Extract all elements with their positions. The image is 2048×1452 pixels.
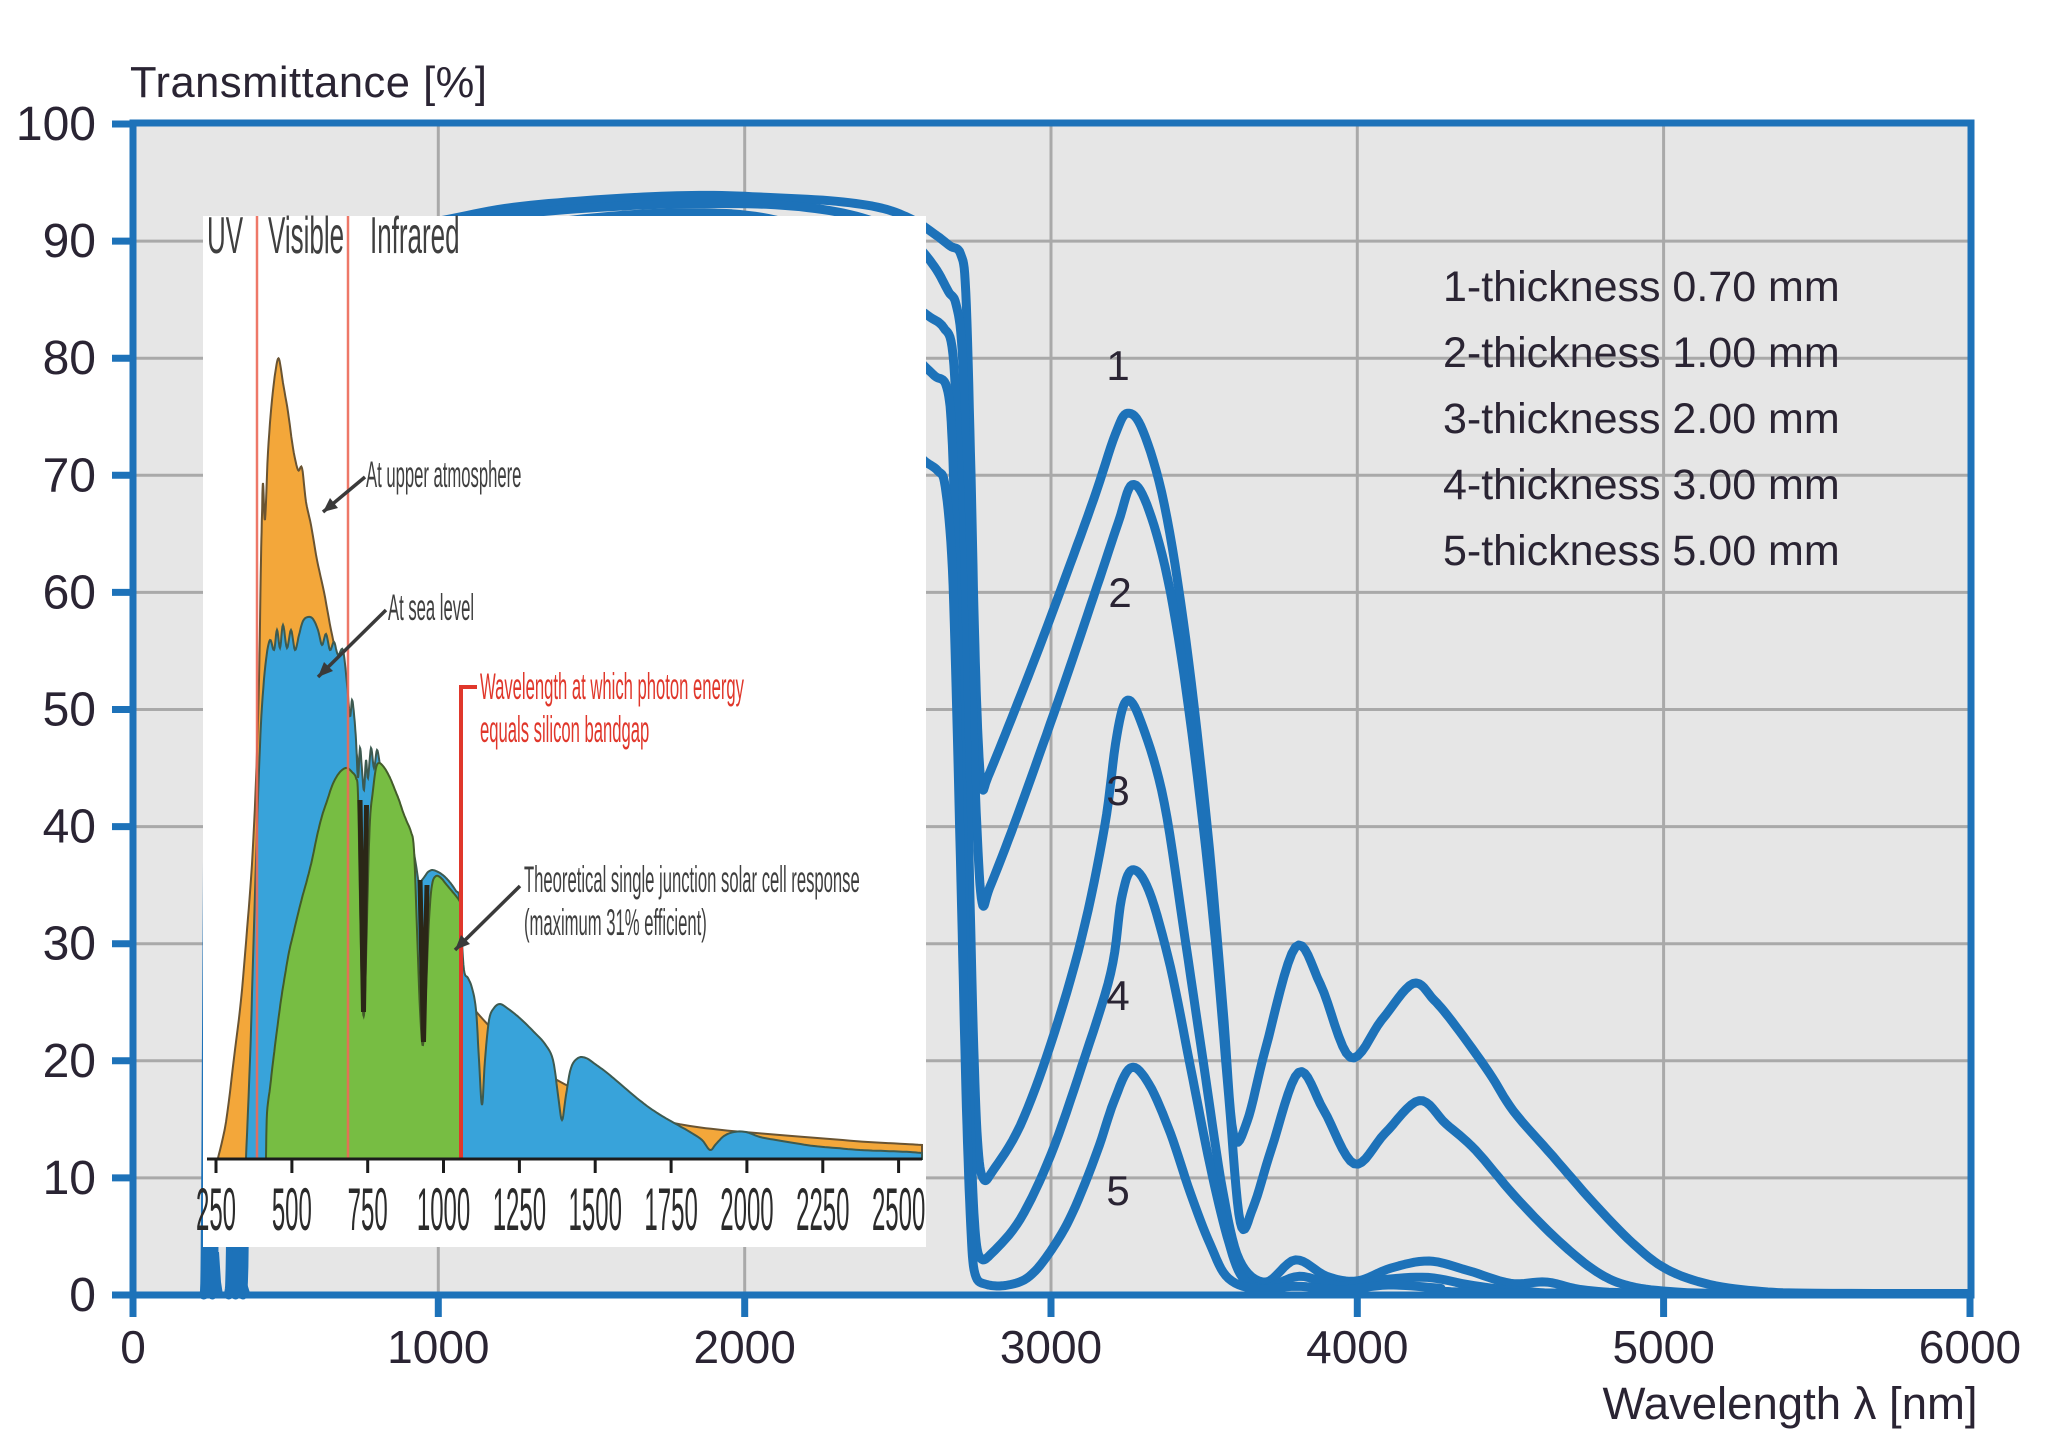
svg-text:5000: 5000 <box>1612 1321 1714 1373</box>
svg-text:2: 2 <box>1108 569 1131 616</box>
svg-text:60: 60 <box>43 566 96 619</box>
svg-text:1250: 1250 <box>493 1176 546 1243</box>
svg-text:At upper atmosphere: At upper atmosphere <box>366 455 521 496</box>
svg-text:3: 3 <box>1106 767 1129 814</box>
svg-text:1750: 1750 <box>644 1176 697 1243</box>
svg-text:500: 500 <box>272 1176 312 1243</box>
svg-text:80: 80 <box>43 332 96 385</box>
svg-text:1000: 1000 <box>387 1321 489 1373</box>
svg-text:1500: 1500 <box>569 1176 622 1243</box>
svg-text:3-thickness 2.00 mm: 3-thickness 2.00 mm <box>1443 395 1840 443</box>
svg-text:30: 30 <box>43 918 96 971</box>
svg-text:2000: 2000 <box>693 1321 795 1373</box>
svg-text:750: 750 <box>348 1176 388 1243</box>
svg-text:equals silicon bandgap: equals silicon bandgap <box>480 710 649 751</box>
svg-text:5: 5 <box>1106 1167 1129 1214</box>
svg-text:90: 90 <box>43 215 96 268</box>
svg-text:250: 250 <box>196 1176 236 1243</box>
svg-text:Visible: Visible <box>268 206 344 264</box>
svg-text:70: 70 <box>43 449 96 502</box>
svg-text:2000: 2000 <box>720 1176 773 1243</box>
svg-text:UV: UV <box>207 206 243 264</box>
svg-text:4000: 4000 <box>1306 1321 1408 1373</box>
svg-text:6000: 6000 <box>1919 1321 2021 1373</box>
svg-text:3000: 3000 <box>1000 1321 1102 1373</box>
svg-text:Transmittance [%]: Transmittance [%] <box>130 59 487 107</box>
svg-text:50: 50 <box>43 684 96 737</box>
svg-text:2500: 2500 <box>872 1176 925 1243</box>
svg-text:0: 0 <box>120 1321 146 1373</box>
svg-text:1000: 1000 <box>417 1176 470 1243</box>
svg-text:4-thickness 3.00 mm: 4-thickness 3.00 mm <box>1443 461 1840 509</box>
svg-text:20: 20 <box>43 1035 96 1088</box>
svg-text:1-thickness 0.70 mm: 1-thickness 0.70 mm <box>1443 263 1840 311</box>
svg-text:1: 1 <box>1106 342 1129 389</box>
svg-text:4: 4 <box>1106 972 1129 1019</box>
svg-text:40: 40 <box>43 801 96 854</box>
svg-text:5-thickness 5.00 mm: 5-thickness 5.00 mm <box>1443 527 1840 575</box>
svg-text:0: 0 <box>69 1269 96 1322</box>
svg-text:10: 10 <box>43 1152 96 1205</box>
svg-text:(maximum 31% efficient): (maximum 31% efficient) <box>524 903 707 944</box>
svg-text:100: 100 <box>16 98 96 151</box>
svg-text:Theoretical single junction so: Theoretical single junction solar cell r… <box>524 860 860 901</box>
svg-text:Infrared: Infrared <box>370 206 460 264</box>
svg-text:Wavelength at which photon ene: Wavelength at which photon energy <box>480 667 744 708</box>
svg-text:2250: 2250 <box>796 1176 849 1243</box>
svg-text:At sea level: At sea level <box>388 588 474 629</box>
svg-text:Wavelength λ [nm]: Wavelength λ [nm] <box>1602 1378 1977 1429</box>
svg-text:2-thickness 1.00 mm: 2-thickness 1.00 mm <box>1443 329 1840 377</box>
